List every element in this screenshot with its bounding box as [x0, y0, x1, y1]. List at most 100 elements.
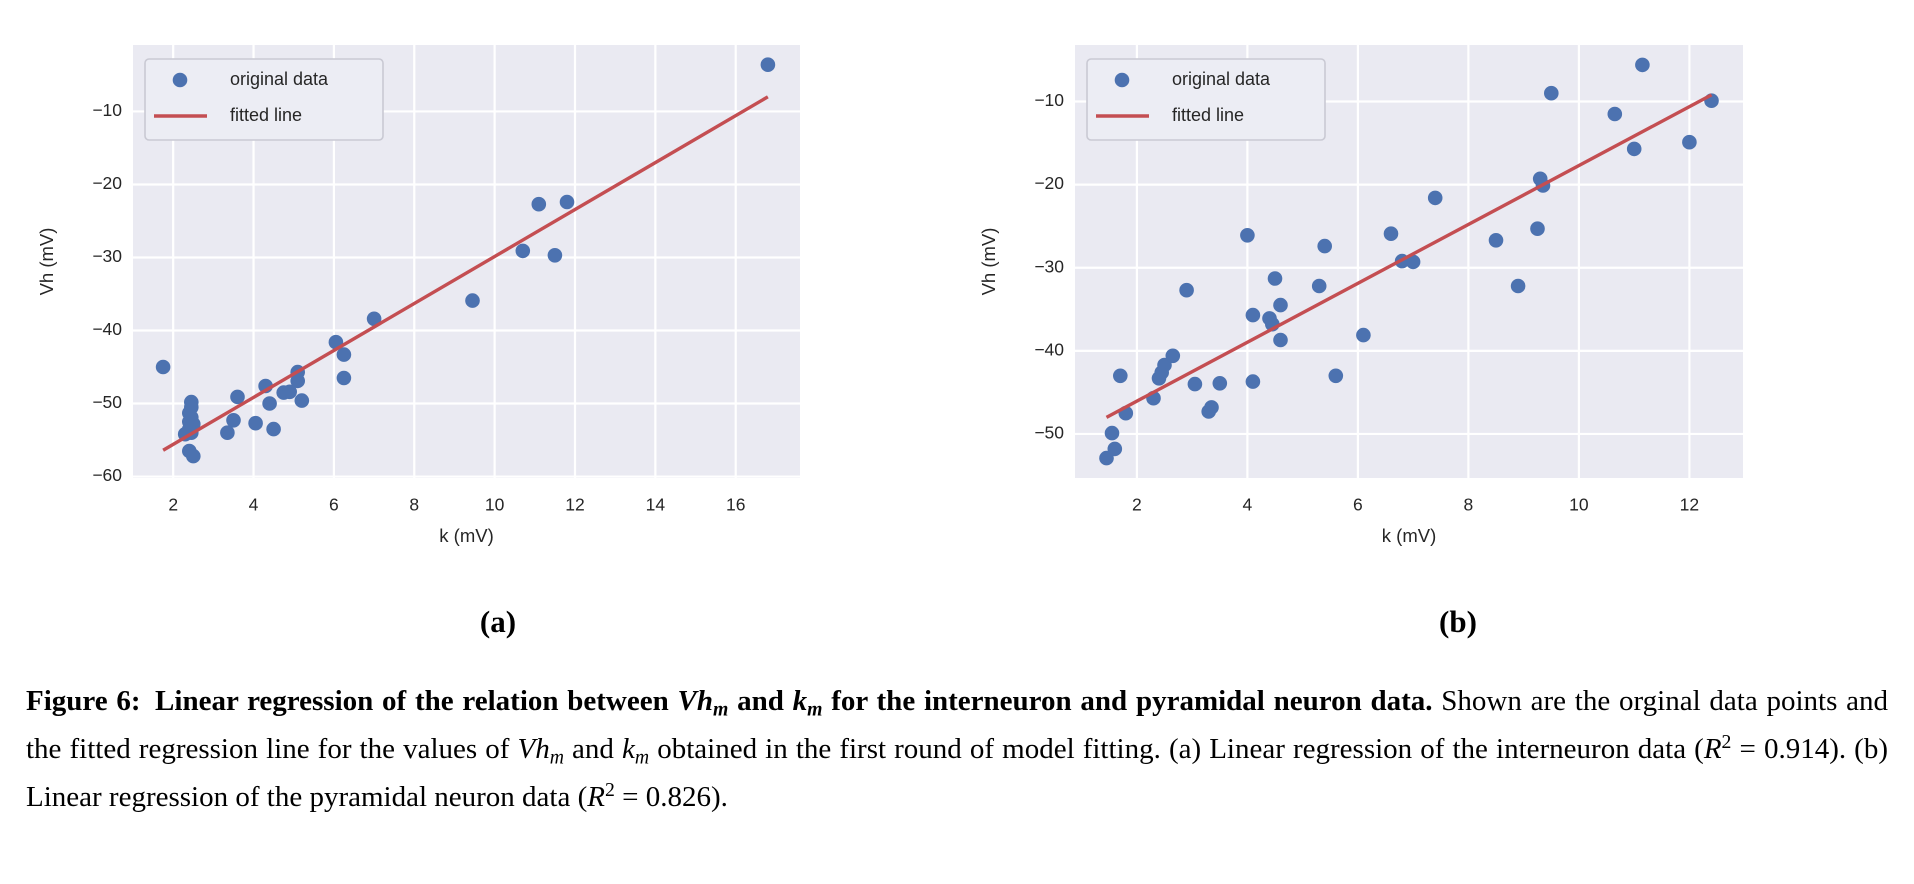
data-point-plot-b	[1187, 376, 1203, 392]
data-point-plot-b	[1311, 278, 1327, 294]
y-tick-label-plot-b: −50	[1034, 423, 1064, 443]
data-point-plot-b	[1682, 134, 1697, 150]
caption-segment: and	[728, 685, 793, 717]
y-axis-label-plot-a: Vh (mV)	[36, 228, 57, 296]
data-point-plot-b	[1317, 238, 1332, 254]
data-point-plot-b	[1104, 425, 1120, 441]
data-point-plot-b	[1635, 57, 1650, 73]
data-point-plot-b	[1405, 254, 1421, 270]
data-point-plot-b	[1273, 332, 1288, 348]
x-tick-label-plot-a: 8	[409, 495, 419, 515]
x-tick-label-plot-b: 4	[1243, 495, 1253, 515]
data-point-plot-a	[290, 373, 306, 389]
x-tick-label-plot-b: 6	[1353, 495, 1363, 515]
caption-segment: 2	[604, 779, 615, 802]
legend-label-original-data-plot-b: original data	[1172, 69, 1271, 89]
y-tick-label-plot-a: −40	[92, 319, 122, 339]
y-tick-label-plot-a: −20	[92, 173, 122, 193]
caption-segment: obtained in the first round of model fit…	[649, 733, 1704, 766]
x-tick-label-plot-b: 8	[1464, 495, 1474, 515]
data-point-plot-b	[1488, 233, 1504, 248]
data-point-plot-b	[1179, 282, 1194, 298]
fitted-line-plot-b	[1105, 93, 1713, 419]
x-tick-label-plot-a: 10	[485, 495, 505, 515]
caption-segment: Shown are the orginal data points and th…	[26, 685, 1889, 766]
regression-charts-canvas: 2 4 6 8 10 12 14 16 −10 −20 −30 −40 −50 −60 k (mV) Vh (…	[36, 45, 1743, 546]
caption-segment: = 0.914). (b) Linear regression of the p…	[26, 733, 1889, 814]
data-point-plot-a	[336, 370, 352, 386]
data-point-plot-b	[1245, 307, 1261, 323]
caption-segment: 2	[1721, 731, 1732, 754]
y-tick-label-plot-b: −20	[1034, 173, 1064, 193]
caption-segment: k	[792, 685, 808, 717]
data-point-plot-b	[1212, 376, 1228, 391]
data-point-plot-a	[559, 194, 575, 210]
y-tick-label-plot-b: −10	[1034, 90, 1064, 110]
y-tick-label-plot-a: −60	[92, 465, 122, 485]
data-point-plot-b	[1510, 278, 1526, 294]
legend-box-plot-a	[144, 58, 384, 141]
caption-segment: = 0.826).	[614, 781, 728, 814]
caption-segment: and	[563, 733, 623, 766]
legend-label-original-data-plot-a: original data	[230, 69, 329, 89]
data-point-plot-a	[515, 243, 531, 259]
x-tick-label-plot-a: 16	[726, 495, 745, 515]
data-point-plot-a	[531, 196, 547, 212]
caption-segment: m	[713, 698, 729, 721]
caption-segment: m	[807, 698, 823, 721]
caption-segment: R	[587, 781, 605, 814]
x-tick-label-plot-a: 4	[249, 495, 259, 515]
data-point-plot-a	[294, 393, 310, 408]
figure-caption: Figure 6: Linear regression of the relat…	[26, 678, 1888, 821]
data-point-plot-a	[262, 396, 277, 411]
y-tick-label-plot-b: −40	[1034, 339, 1064, 359]
y-tick-label-plot-b: −30	[1034, 256, 1064, 276]
data-point-plot-b	[1626, 141, 1642, 157]
caption-segment: R	[1703, 733, 1722, 766]
data-point-plot-b	[1607, 106, 1623, 122]
y-axis-label-plot-b: Vh (mV)	[978, 228, 999, 296]
data-point-plot-b	[1356, 327, 1371, 343]
x-tick-label-plot-b: 10	[1569, 495, 1589, 515]
data-point-plot-a	[760, 57, 776, 72]
data-point-plot-a	[226, 413, 241, 428]
subcaption-b: (b)	[1439, 604, 1477, 639]
data-point-plot-a	[230, 389, 245, 405]
data-point-plot-a	[465, 293, 480, 308]
data-point-plot-a	[248, 415, 263, 431]
data-point-plot-a	[186, 448, 201, 464]
data-point-plot-b	[1267, 271, 1283, 286]
data-point-plot-b	[1328, 368, 1344, 384]
data-point-plot-a	[366, 311, 382, 327]
legend-dot-marker-plot-a	[172, 72, 188, 88]
data-point-plot-b	[1240, 228, 1255, 243]
legend-label-fitted-line-plot-a: fitted line	[230, 105, 302, 125]
x-tick-label-plot-b: 12	[1680, 495, 1699, 515]
fitted-line-plot-a	[162, 95, 769, 452]
caption-segment: for the interneuron and pyramidal neuron…	[822, 685, 1442, 717]
data-point-plot-b	[1107, 441, 1123, 457]
caption-segment: m	[549, 746, 564, 769]
data-point-plot-a	[336, 347, 352, 362]
y-tick-label-plot-a: −50	[92, 392, 122, 412]
x-tick-label-plot-a: 12	[565, 495, 584, 515]
y-tick-label-plot-a: −30	[92, 246, 122, 266]
data-point-plot-a	[282, 384, 298, 400]
data-point-plot-a	[547, 248, 563, 263]
caption-segment: Figure 6: Linear regression of the relat…	[26, 685, 678, 717]
caption-segment: m	[634, 746, 650, 769]
legend-dot-marker-plot-b	[1114, 72, 1130, 88]
data-point-plot-b	[1204, 400, 1219, 415]
subcaption-a: (a)	[479, 604, 517, 639]
x-tick-label-plot-a: 6	[329, 495, 339, 515]
caption-segment: Vh	[517, 733, 550, 766]
x-axis-label-plot-a: k (mV)	[439, 525, 493, 546]
caption-segment: Vh	[677, 685, 714, 717]
x-tick-label-plot-b: 2	[1132, 495, 1142, 515]
data-point-plot-b	[1383, 226, 1399, 241]
x-tick-label-plot-a: 14	[646, 495, 666, 515]
x-tick-label-plot-a: 2	[168, 495, 178, 515]
y-tick-label-plot-a: −10	[92, 100, 122, 120]
data-point-plot-a	[155, 359, 171, 375]
